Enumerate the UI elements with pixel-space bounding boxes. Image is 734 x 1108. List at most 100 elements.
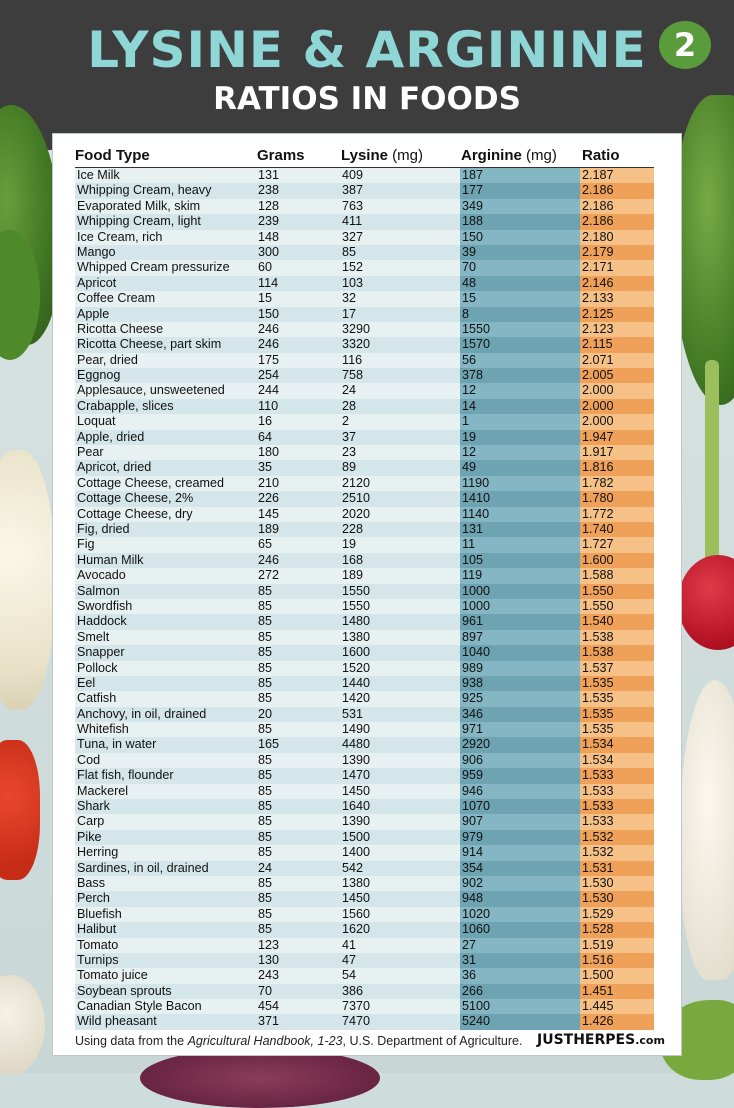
cell-ratio: 1.780 [580,491,654,507]
cell-lysine: 763 [340,198,460,215]
cell-grams: 130 [256,952,340,969]
cell-food: Carp [75,814,256,830]
cell-ratio: 1.519 [580,937,654,953]
table-row: Canadian Style Bacon 454 7370 5100 1.445 [75,999,654,1015]
cell-ratio: 1.533 [580,768,654,784]
cell-food: Loquat [75,414,256,430]
brand-logo: JUSTHERPES.com [537,1032,665,1048]
cell-ratio: 1.550 [580,583,654,599]
cell-lysine: 387 [340,183,460,199]
cell-lysine: 1640 [340,799,460,815]
cell-arginine: 12 [460,383,580,399]
cell-lysine: 19 [340,537,460,553]
cell-grams: 85 [256,629,340,646]
table-row: Eggnog 254 758 378 2.005 [75,368,654,384]
cell-arginine: 31 [460,952,580,969]
cell-food: Whitefish [75,722,256,738]
cell-food: Swordfish [75,598,256,615]
cell-lysine: 1440 [340,675,460,692]
cell-grams: 371 [256,1014,340,1030]
cell-grams: 175 [256,352,340,369]
table-row: Pear 180 23 12 1.917 [75,445,654,461]
cell-ratio: 1.535 [580,691,654,707]
cell-ratio: 1.600 [580,552,654,569]
cell-ratio: 1.451 [580,983,654,1000]
cell-grams: 128 [256,198,340,215]
table-row: Whipping Cream, heavy 238 387 177 2.186 [75,183,654,199]
table-row: Mango 300 85 39 2.179 [75,244,654,261]
cell-ratio: 2.179 [580,244,654,261]
cell-grams: 85 [256,722,340,738]
table-row: Catfish 85 1420 925 1.535 [75,691,654,707]
table-row: Snapper 85 1600 1040 1.538 [75,645,654,661]
cell-lysine: 23 [340,445,460,461]
cell-ratio: 1.426 [580,1014,654,1030]
cell-grams: 64 [256,429,340,446]
cell-food: Whipping Cream, heavy [75,183,256,199]
cell-arginine: 187 [460,168,580,184]
cell-food: Sardines, in oil, drained [75,860,256,876]
cell-ratio: 1.917 [580,445,654,461]
table-row: Cod 85 1390 906 1.534 [75,752,654,769]
cell-grams: 85 [256,645,340,661]
cell-ratio: 1.538 [580,645,654,661]
cell-grams: 85 [256,691,340,707]
cell-ratio: 1.530 [580,891,654,907]
cell-ratio: 2.146 [580,275,654,292]
table-row: Swordfish 85 1550 1000 1.550 [75,598,654,615]
cell-arginine: 946 [460,783,580,800]
cell-food: Pear [75,445,256,461]
cell-ratio: 2.186 [580,198,654,215]
cell-food: Shark [75,799,256,815]
table-row: Carp 85 1390 907 1.533 [75,814,654,830]
cell-food: Wild pheasant [75,1014,256,1030]
cell-ratio: 1.528 [580,922,654,938]
cell-ratio: 2.005 [580,368,654,384]
cell-food: Anchovy, in oil, drained [75,706,256,723]
cell-lysine: 1480 [340,614,460,630]
table-row: Ice Milk 131 409 187 2.187 [75,168,654,184]
table-row: Ice Cream, rich 148 327 150 2.180 [75,229,654,245]
cell-grams: 254 [256,368,340,384]
cell-lysine: 1400 [340,845,460,861]
cell-grams: 85 [256,768,340,784]
cell-food: Apple, dried [75,429,256,446]
cell-lysine: 758 [340,368,460,384]
cell-lysine: 7370 [340,999,460,1015]
table-row: Halibut 85 1620 1060 1.528 [75,922,654,938]
table-row: Crabapple, slices 110 28 14 2.000 [75,398,654,415]
cell-grams: 180 [256,445,340,461]
cell-ratio: 1.500 [580,968,654,984]
cell-arginine: 36 [460,968,580,984]
cell-grams: 85 [256,799,340,815]
cell-lysine: 41 [340,937,460,953]
cell-grams: 35 [256,460,340,476]
cell-arginine: 948 [460,891,580,907]
cell-grams: 246 [256,321,340,338]
cell-arginine: 131 [460,521,580,538]
cell-lysine: 542 [340,860,460,876]
cell-lysine: 189 [340,568,460,584]
cell-food: Tuna, in water [75,737,256,753]
cell-lysine: 228 [340,521,460,538]
cell-food: Soybean sprouts [75,983,256,1000]
cell-grams: 272 [256,568,340,584]
cell-arginine: 346 [460,706,580,723]
cell-ratio: 1.772 [580,506,654,522]
cell-grams: 16 [256,414,340,430]
cell-lysine: 531 [340,706,460,723]
cell-grams: 65 [256,537,340,553]
table-row: Coffee Cream 15 32 15 2.133 [75,291,654,307]
radish-stem-image [705,360,719,570]
cell-lysine: 1560 [340,906,460,923]
cell-arginine: 959 [460,768,580,784]
cell-arginine: 2920 [460,737,580,753]
cell-arginine: 177 [460,183,580,199]
cell-arginine: 1550 [460,321,580,338]
cell-grams: 239 [256,214,340,230]
cell-arginine: 1040 [460,645,580,661]
column-header-food: Food Type [75,147,150,164]
cell-lysine: 411 [340,214,460,230]
cell-lysine: 7470 [340,1014,460,1030]
cell-arginine: 105 [460,552,580,569]
